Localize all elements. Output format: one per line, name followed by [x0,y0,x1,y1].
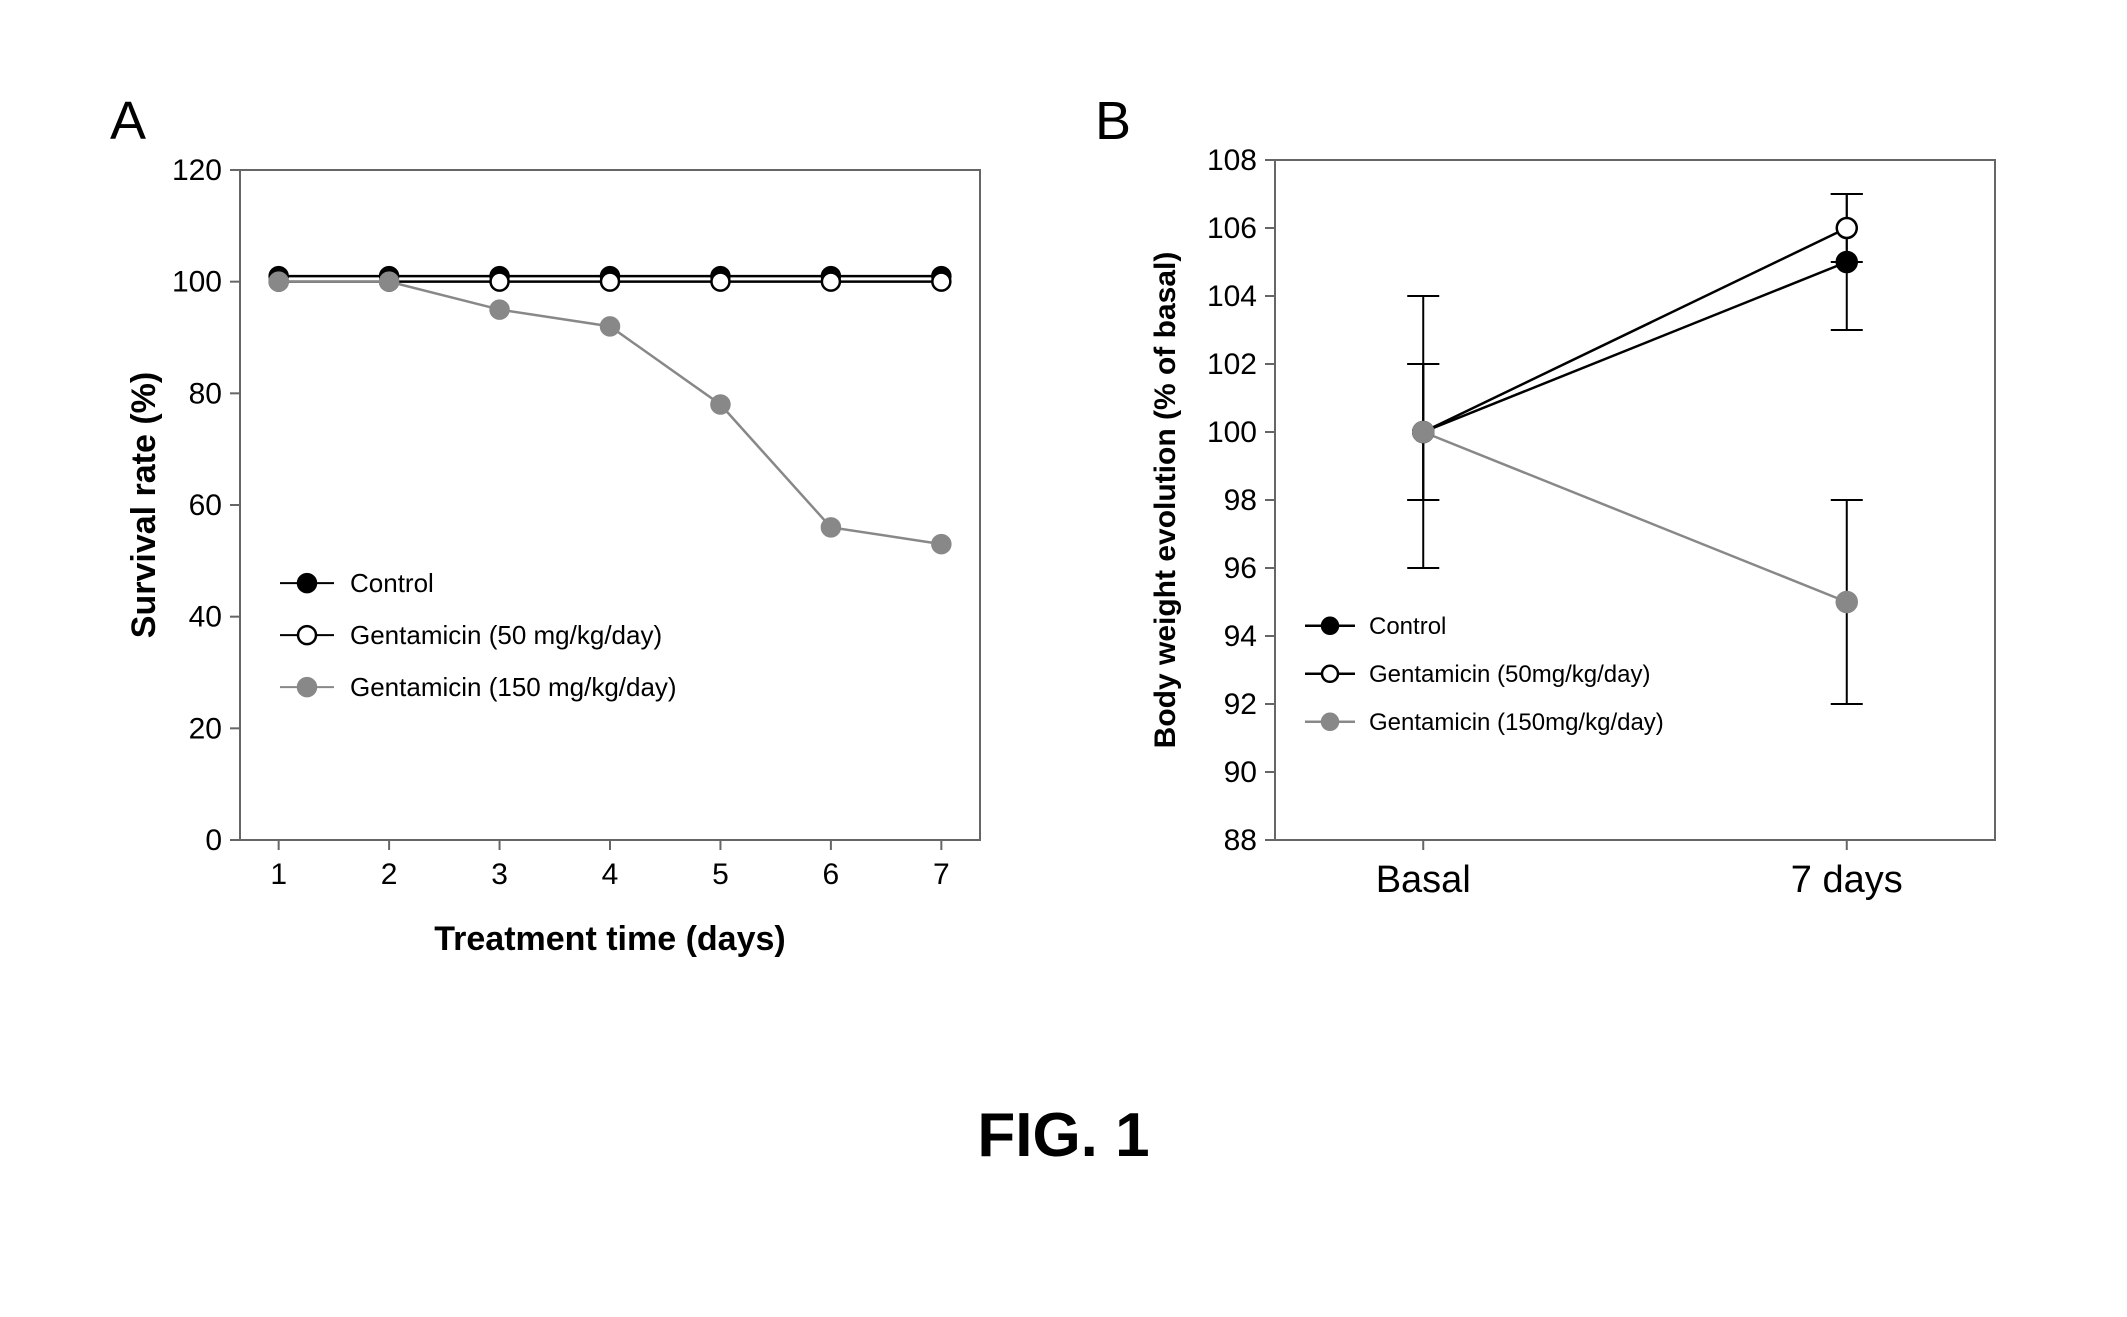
panel-a-svg: 0 20 40 60 80 100 120 1 2 3 4 5 6 7 Treatment time (da… [110,140,1010,990]
svg-text:4: 4 [602,858,619,891]
svg-text:7 days: 7 days [1791,859,1903,901]
svg-text:102: 102 [1207,348,1257,381]
svg-text:88: 88 [1224,824,1257,857]
svg-text:Body weight evolution (% of b: Body weight evolution (% of basal) [1149,252,1182,749]
panel-b-chart: 88 90 92 94 96 98 100 102 104 106 108 Basal 7 days Bo… [1125,140,2025,930]
svg-text:92: 92 [1224,688,1257,721]
svg-text:Survival rate (%): Survival rate (%) [125,372,163,638]
svg-text:100: 100 [1207,416,1257,449]
svg-text:Treatment time (days): Treatment time (days) [434,920,785,958]
svg-text:120: 120 [172,154,222,187]
svg-text:96: 96 [1224,552,1257,585]
svg-text:104: 104 [1207,280,1257,313]
svg-text:7: 7 [933,858,950,891]
svg-text:98: 98 [1224,484,1257,517]
svg-text:100: 100 [172,266,222,299]
svg-text:40: 40 [189,601,222,634]
svg-text:Gentamicin (150mg/kg/day): Gentamicin (150mg/kg/day) [1369,709,1664,736]
svg-text:80: 80 [189,377,222,410]
svg-text:1: 1 [270,858,287,891]
svg-text:Control: Control [1369,613,1446,640]
svg-text:Gentamicin (150 mg/kg/day): Gentamicin (150 mg/kg/day) [350,672,677,702]
figure-caption: FIG. 1 [0,1100,2127,1171]
svg-text:108: 108 [1207,144,1257,177]
svg-text:60: 60 [189,489,222,522]
svg-text:0: 0 [205,824,222,857]
svg-text:90: 90 [1224,756,1257,789]
svg-text:2: 2 [381,858,398,891]
svg-text:Control: Control [350,568,434,598]
svg-text:Gentamicin (50 mg/kg/day): Gentamicin (50 mg/kg/day) [350,620,662,650]
svg-text:20: 20 [189,712,222,745]
svg-text:94: 94 [1224,620,1257,653]
svg-text:6: 6 [823,858,840,891]
svg-text:Gentamicin (50mg/kg/day): Gentamicin (50mg/kg/day) [1369,661,1650,688]
svg-text:3: 3 [491,858,508,891]
figure-page: A B 0204060801001201234567Treatment time… [0,0,2127,1317]
panel-a-chart: 0 20 40 60 80 100 120 1 2 3 4 5 6 7 Treatment time (da… [110,140,1010,990]
svg-text:5: 5 [712,858,729,891]
panel-b-svg: 88 90 92 94 96 98 100 102 104 106 108 Basal 7 days Bo… [1125,140,2025,930]
svg-text:Basal: Basal [1376,859,1471,901]
svg-text:106: 106 [1207,212,1257,245]
